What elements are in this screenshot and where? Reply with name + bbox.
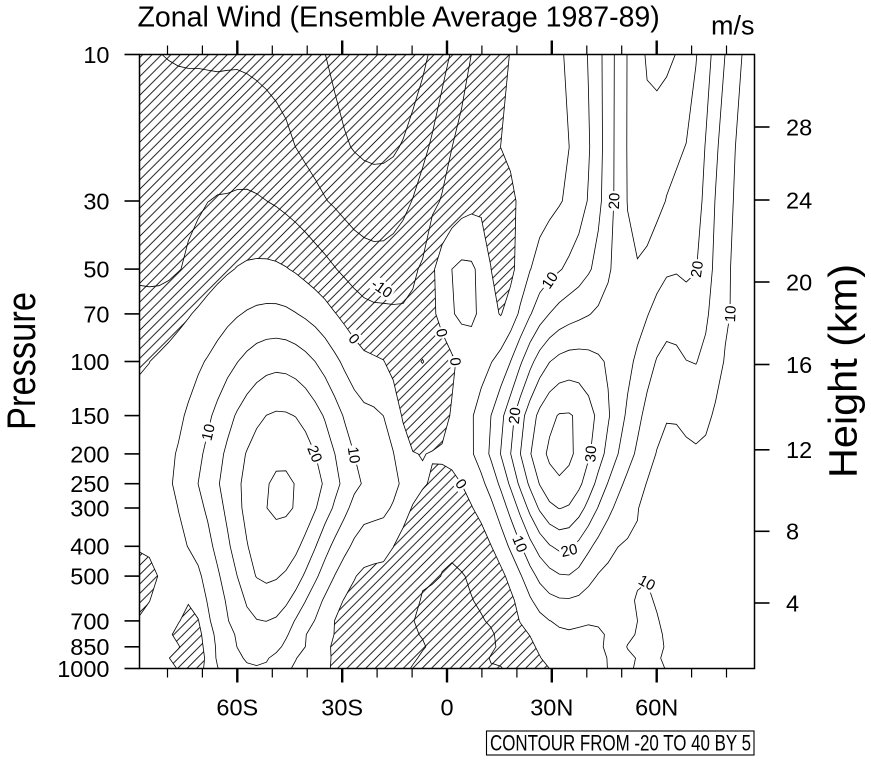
svg-text:16: 16: [786, 352, 812, 378]
svg-text:500: 500: [70, 563, 109, 589]
svg-text:24: 24: [786, 187, 812, 213]
svg-text:Zonal Wind (Ensemble Average 1: Zonal Wind (Ensemble Average 1987-89): [138, 2, 660, 34]
svg-text:0: 0: [440, 695, 453, 721]
svg-text:850: 850: [70, 634, 109, 660]
svg-text:250: 250: [70, 471, 109, 497]
svg-text:10: 10: [539, 269, 562, 292]
svg-text:28: 28: [786, 114, 812, 140]
svg-text:20: 20: [606, 192, 624, 209]
svg-text:20: 20: [688, 260, 707, 279]
svg-text:30: 30: [582, 445, 600, 463]
svg-text:60N: 60N: [635, 695, 678, 721]
svg-text:200: 200: [70, 441, 109, 467]
svg-text:10: 10: [508, 533, 530, 555]
svg-text:20: 20: [559, 541, 579, 561]
svg-text:12: 12: [786, 437, 812, 463]
svg-text:10: 10: [83, 42, 109, 68]
svg-text:0: 0: [446, 357, 464, 367]
svg-text:30N: 30N: [530, 695, 573, 721]
svg-text:400: 400: [70, 534, 109, 560]
svg-text:10: 10: [635, 572, 658, 595]
svg-text:60S: 60S: [216, 695, 258, 721]
svg-text:700: 700: [70, 608, 109, 634]
svg-text:Pressure: Pressure: [0, 292, 44, 430]
svg-text:Height (km): Height (km): [822, 264, 866, 478]
svg-text:20: 20: [786, 269, 812, 295]
svg-text:300: 300: [70, 495, 109, 521]
svg-text:0: 0: [432, 327, 450, 339]
svg-text:10: 10: [722, 305, 740, 323]
svg-text:10: 10: [344, 446, 363, 465]
svg-text:30S: 30S: [321, 695, 363, 721]
svg-text:100: 100: [70, 349, 109, 375]
svg-text:30: 30: [83, 188, 109, 214]
svg-text:10: 10: [199, 422, 219, 442]
svg-text:20: 20: [506, 407, 525, 425]
svg-text:150: 150: [70, 403, 109, 429]
svg-text:m/s: m/s: [711, 10, 755, 40]
svg-text:CONTOUR FROM -20 TO 40 BY 5: CONTOUR FROM -20 TO 40 BY 5: [490, 730, 751, 755]
svg-text:70: 70: [83, 301, 109, 327]
svg-text:20: 20: [303, 443, 325, 465]
svg-text:1000: 1000: [57, 656, 109, 682]
svg-text:50: 50: [83, 256, 109, 282]
svg-text:4: 4: [786, 590, 799, 616]
svg-text:8: 8: [786, 519, 799, 545]
